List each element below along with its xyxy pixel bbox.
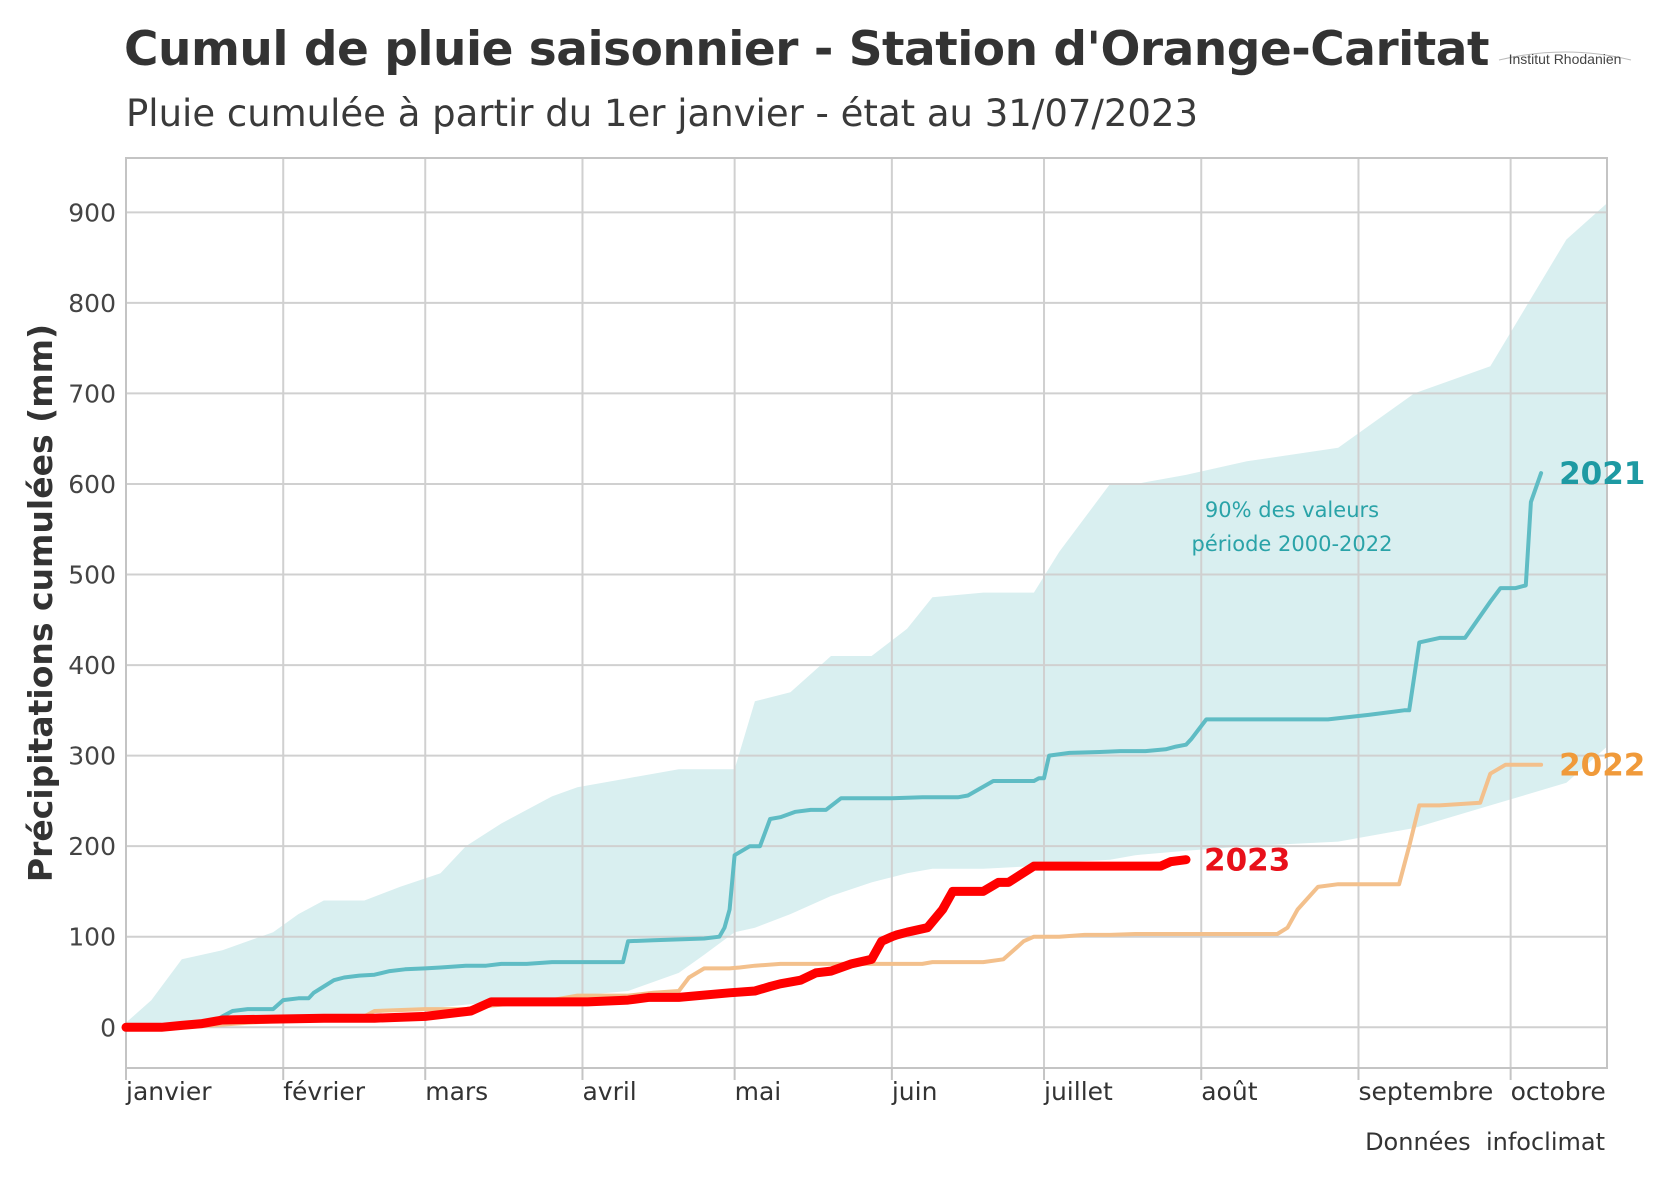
- y-tick-label: 500: [68, 561, 116, 590]
- institut-rhodanien-logo: Institut Rhodanien: [1495, 48, 1635, 72]
- x-tick-label: juin: [891, 1077, 938, 1106]
- y-tick-label: 700: [68, 379, 116, 408]
- y-tick-label: 100: [68, 923, 116, 952]
- source-label: Données: [1365, 1128, 1471, 1156]
- chart-title: Cumul de pluie saisonnier - Station d'Or…: [124, 22, 1489, 77]
- y-tick-label: 800: [68, 289, 116, 318]
- x-tick-label: février: [283, 1077, 366, 1106]
- y-tick-label: 300: [68, 742, 116, 771]
- series-label-2022: 2022: [1559, 748, 1645, 784]
- plot-frame: [125, 157, 1608, 1069]
- y-tick-label: 600: [68, 470, 116, 499]
- y-tick-label: 0: [100, 1013, 116, 1042]
- y-tick-label: 900: [68, 198, 116, 227]
- series-line-2021: [124, 471, 1544, 1030]
- y-axis-title: Précipitations cumulées (mm): [21, 324, 60, 882]
- series-label-2021: 2021: [1559, 456, 1645, 492]
- x-tick-label: juillet: [1043, 1077, 1113, 1106]
- logo-text: Institut Rhodanien: [1508, 51, 1622, 67]
- band-label: période 2000-2022: [1192, 532, 1393, 556]
- logo-arc-icon: [1498, 51, 1632, 61]
- x-tick-label: avril: [582, 1077, 636, 1106]
- series-label-2023: 2023: [1204, 843, 1290, 879]
- x-tick-label: août: [1201, 1077, 1257, 1106]
- chart-subtitle: Pluie cumulée à partir du 1er janvier - …: [126, 92, 1199, 135]
- data-source: Données infoclimat: [1365, 1128, 1605, 1156]
- x-tick-label: mars: [425, 1077, 488, 1106]
- x-tick-label: janvier: [125, 1077, 212, 1106]
- series-line-2023: [121, 855, 1191, 1032]
- source-name: infoclimat: [1485, 1128, 1605, 1156]
- band-90pct: [126, 203, 1607, 1028]
- x-tick-label: octobre: [1511, 1077, 1606, 1106]
- y-tick-label: 200: [68, 832, 116, 861]
- x-tick-label: mai: [735, 1077, 782, 1106]
- band-label: 90% des valeurs: [1205, 498, 1379, 522]
- y-tick-label: 400: [68, 651, 116, 680]
- x-tick-label: septembre: [1358, 1077, 1493, 1106]
